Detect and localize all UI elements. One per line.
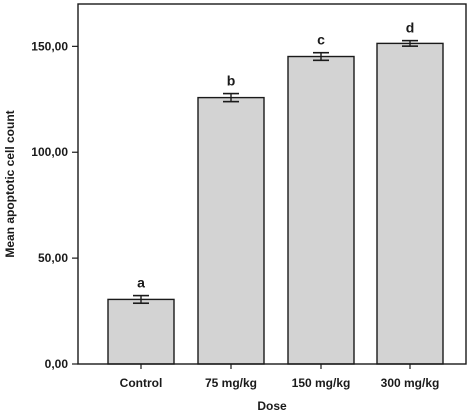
axes-layer — [77, 3, 467, 365]
significance-label-1: a — [137, 275, 145, 291]
y-axis-title: Mean apoptotic cell count — [3, 110, 17, 257]
bar-1 — [107, 298, 175, 365]
significance-label-3: c — [317, 32, 325, 48]
error-bar-2 — [223, 92, 239, 103]
error-bar-1 — [133, 294, 149, 305]
bar-3 — [287, 55, 355, 365]
error-bars-layer — [133, 39, 418, 305]
bars-layer — [107, 42, 444, 365]
y-tick-label: 150,00 — [31, 39, 68, 53]
significance-labels-layer: a b c d — [137, 20, 414, 291]
y-tick-label: 50,00 — [38, 251, 68, 265]
bar-4 — [376, 42, 444, 365]
error-bar-3 — [313, 51, 329, 62]
y-tick-label: 0,00 — [45, 357, 69, 371]
x-ticks-layer: Control 75 mg/kg 150 mg/kg 300 mg/kg — [120, 364, 440, 390]
x-tick-label: 300 mg/kg — [381, 376, 440, 390]
error-bar-4 — [402, 39, 418, 47]
y-ticks-layer: 0,00 50,00 100,00 150,00 — [31, 39, 78, 371]
x-axis-title: Dose — [257, 399, 287, 413]
x-tick-label: 75 mg/kg — [205, 376, 257, 390]
y-tick-label: 100,00 — [31, 145, 68, 159]
x-tick-label: Control — [120, 376, 163, 390]
plot-frame — [77, 3, 467, 365]
x-tick-label: 150 mg/kg — [292, 376, 351, 390]
bar-2 — [197, 96, 265, 365]
significance-label-4: d — [406, 20, 415, 36]
significance-label-2: b — [227, 73, 236, 89]
